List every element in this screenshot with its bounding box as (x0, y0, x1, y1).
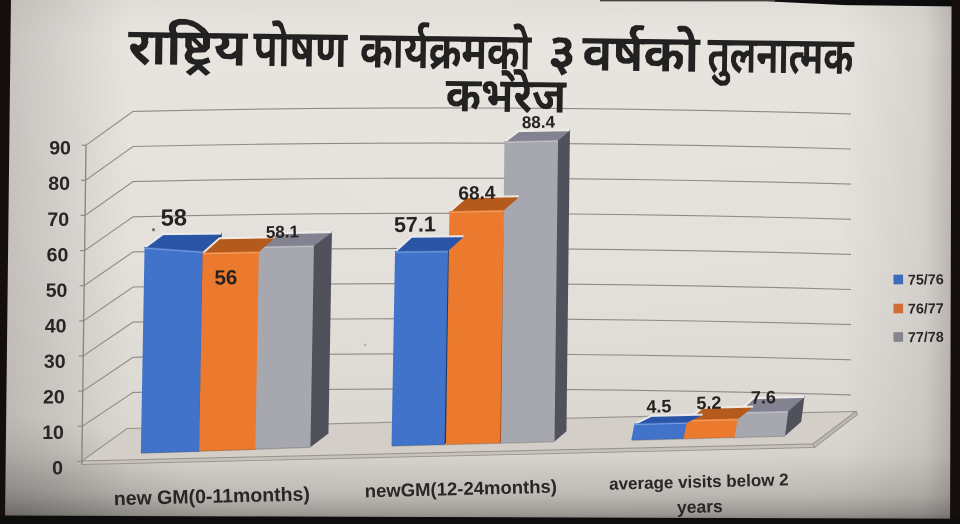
svg-text:58: 58 (160, 204, 187, 231)
svg-text:57.1: 57.1 (394, 212, 436, 237)
svg-text:5.2: 5.2 (696, 393, 721, 414)
svg-text:88.4: 88.4 (522, 113, 556, 133)
svg-text:new GM(0-11months): new GM(0-11months) (114, 483, 311, 510)
svg-text:average visits below 2: average visits below 2 (609, 470, 789, 493)
svg-text:75/76: 75/76 (908, 272, 944, 289)
svg-text:68.4: 68.4 (458, 183, 496, 205)
svg-text:56: 56 (214, 266, 237, 289)
svg-text:50: 50 (46, 280, 68, 302)
svg-text:90: 90 (49, 138, 71, 160)
svg-text:20: 20 (43, 387, 65, 409)
svg-text:0: 0 (52, 458, 63, 480)
svg-text:30: 30 (44, 351, 66, 373)
svg-text:years: years (677, 496, 723, 517)
svg-text:7.6: 7.6 (751, 387, 776, 408)
svg-text:60: 60 (47, 244, 69, 266)
svg-text:40: 40 (45, 315, 67, 337)
svg-text:newGM(12-24months): newGM(12-24months) (365, 476, 558, 502)
svg-text:76/77: 76/77 (908, 301, 944, 318)
svg-text:77/78: 77/78 (908, 330, 944, 347)
svg-text:70: 70 (47, 209, 69, 231)
svg-text:58.1: 58.1 (266, 222, 299, 242)
svg-text:10: 10 (42, 422, 64, 444)
svg-text:80: 80 (48, 173, 70, 195)
svg-text:4.5: 4.5 (646, 396, 671, 417)
